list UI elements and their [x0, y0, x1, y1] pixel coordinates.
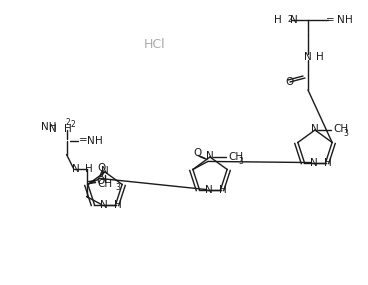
Text: O: O [194, 148, 202, 158]
Text: H: H [323, 158, 331, 168]
Text: H: H [219, 185, 226, 195]
Text: CH: CH [333, 124, 348, 134]
Text: N: N [86, 136, 94, 146]
Text: 2: 2 [287, 15, 292, 25]
Text: H: H [345, 15, 353, 25]
Text: N: N [206, 151, 214, 161]
Text: H: H [114, 200, 121, 209]
Text: 2: 2 [66, 118, 70, 127]
Text: 3: 3 [238, 156, 243, 166]
Text: N: N [310, 158, 318, 168]
Text: N: N [100, 200, 107, 209]
Text: N: N [337, 15, 345, 25]
Text: N: N [72, 164, 79, 174]
Text: H: H [64, 124, 71, 134]
Text: O: O [96, 176, 105, 186]
Text: CH: CH [98, 179, 113, 189]
Text: H: H [85, 164, 92, 174]
Text: N: N [304, 52, 312, 62]
Text: H: H [274, 15, 282, 25]
Text: N: N [311, 124, 319, 134]
Text: N: N [290, 15, 298, 25]
Text: NH: NH [41, 122, 57, 132]
Text: 2: 2 [71, 120, 75, 129]
Text: H: H [95, 136, 102, 146]
Text: HCl: HCl [144, 38, 166, 52]
Text: 3: 3 [115, 184, 120, 192]
Text: O: O [286, 77, 294, 87]
Text: N: N [101, 166, 109, 176]
Text: 3: 3 [343, 129, 348, 137]
Text: CH: CH [228, 152, 243, 162]
Text: =: = [326, 15, 335, 25]
Text: =: = [79, 136, 87, 146]
Text: O: O [98, 163, 106, 174]
Text: N: N [49, 124, 57, 134]
Text: H: H [316, 52, 324, 62]
Text: N: N [205, 185, 213, 195]
